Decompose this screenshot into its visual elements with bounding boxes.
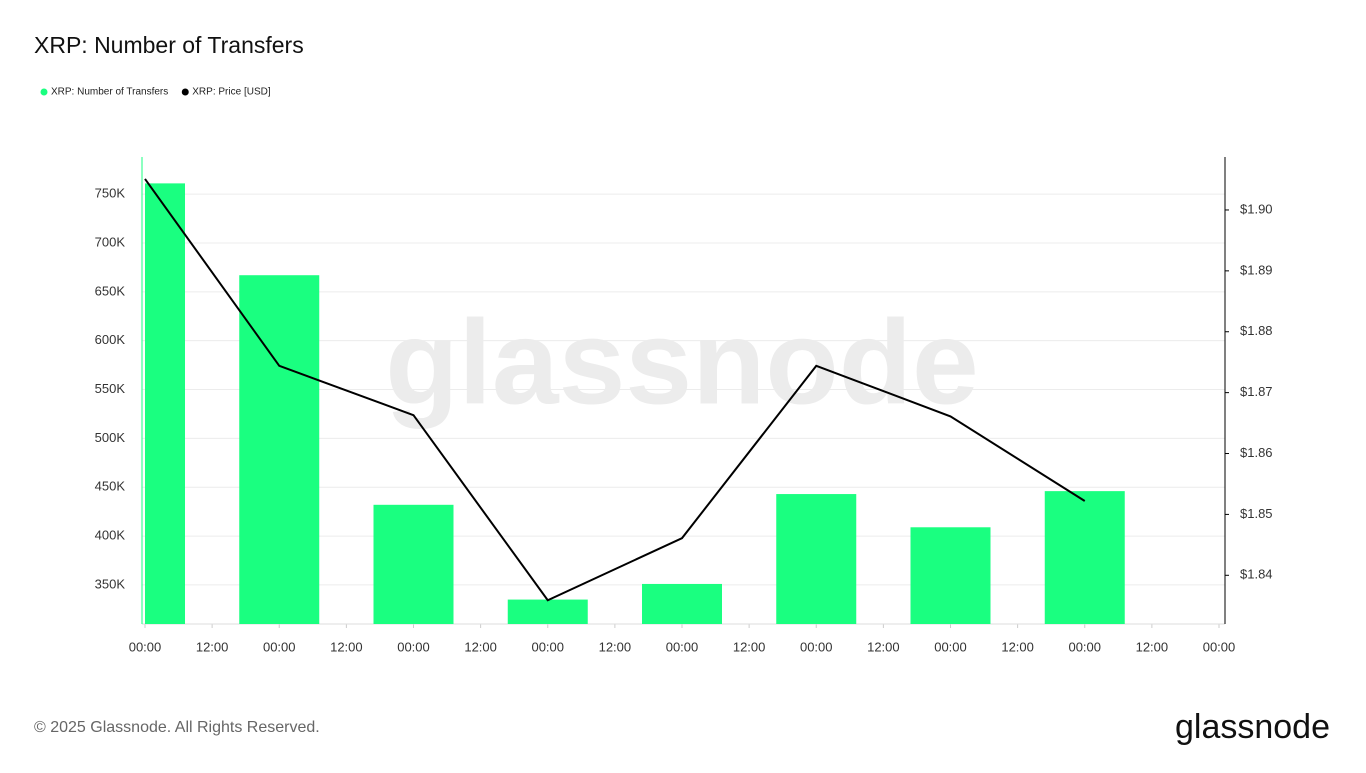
x-tick-label: 00:00: [263, 639, 296, 654]
legend-label: XRP: Price [USD]: [192, 87, 271, 98]
x-tick-label: 12:00: [1136, 639, 1169, 654]
bar: [642, 583, 722, 624]
legend-marker: [40, 88, 48, 96]
x-tick-label: 00:00: [800, 639, 833, 654]
bar: [776, 494, 857, 624]
y-tick-label: 450K: [95, 479, 126, 494]
x-tick-label: 12:00: [196, 639, 229, 654]
legend: XRP: Number of Transfers XRP: Price [USD]: [40, 87, 271, 98]
bar: [145, 183, 185, 624]
y2-tick-label: $1.85: [1240, 506, 1273, 521]
x-tick-label: 12:00: [867, 639, 900, 654]
y-tick-label: 350K: [95, 576, 126, 591]
bar: [239, 275, 320, 624]
y2-tick-label: $1.88: [1240, 323, 1273, 338]
x-tick-label: 12:00: [1001, 639, 1034, 654]
x-tick-label: 00:00: [531, 639, 564, 654]
y-tick-label: 400K: [95, 528, 126, 543]
x-tick-label: 00:00: [934, 639, 967, 654]
legend-label: XRP: Number of Transfers: [51, 87, 168, 98]
bar: [910, 527, 991, 624]
x-tick-label: 12:00: [599, 639, 632, 654]
x-tick-label: 00:00: [397, 639, 430, 654]
y2-tick-label: $1.87: [1240, 384, 1273, 399]
y2-tick-label: $1.89: [1240, 262, 1273, 277]
bar: [507, 599, 588, 624]
y-tick-label: 600K: [95, 332, 126, 347]
footer: © 2025 Glassnode. All Rights Reserved.: [34, 719, 320, 736]
x-tick-label: 12:00: [464, 639, 497, 654]
logo: glassnode: [1175, 708, 1330, 746]
y2-tick-label: $1.86: [1240, 445, 1273, 460]
chart-title: XRP: Number of Transfers: [34, 32, 304, 58]
y-tick-label: 650K: [95, 283, 126, 298]
x-tick-label: 00:00: [1203, 639, 1236, 654]
x-tick-label: 00:00: [129, 639, 162, 654]
y2-tick-label: $1.90: [1240, 201, 1273, 216]
price-line: [144, 178, 1086, 602]
y-tick-label: 700K: [95, 234, 126, 249]
bar: [373, 504, 454, 624]
x-tick-label: 12:00: [330, 639, 363, 654]
legend-marker: [181, 88, 189, 96]
y2-tick-label: $1.84: [1240, 567, 1273, 582]
watermark: glassnode: [385, 296, 979, 430]
x-tick-label: 12:00: [733, 639, 766, 654]
y-tick-label: 500K: [95, 430, 126, 445]
y-tick-label: 550K: [95, 381, 126, 396]
bar: [1044, 491, 1125, 624]
x-tick-label: 00:00: [666, 639, 699, 654]
x-tick-label: 00:00: [1068, 639, 1101, 654]
y-tick-label: 750K: [95, 186, 126, 201]
